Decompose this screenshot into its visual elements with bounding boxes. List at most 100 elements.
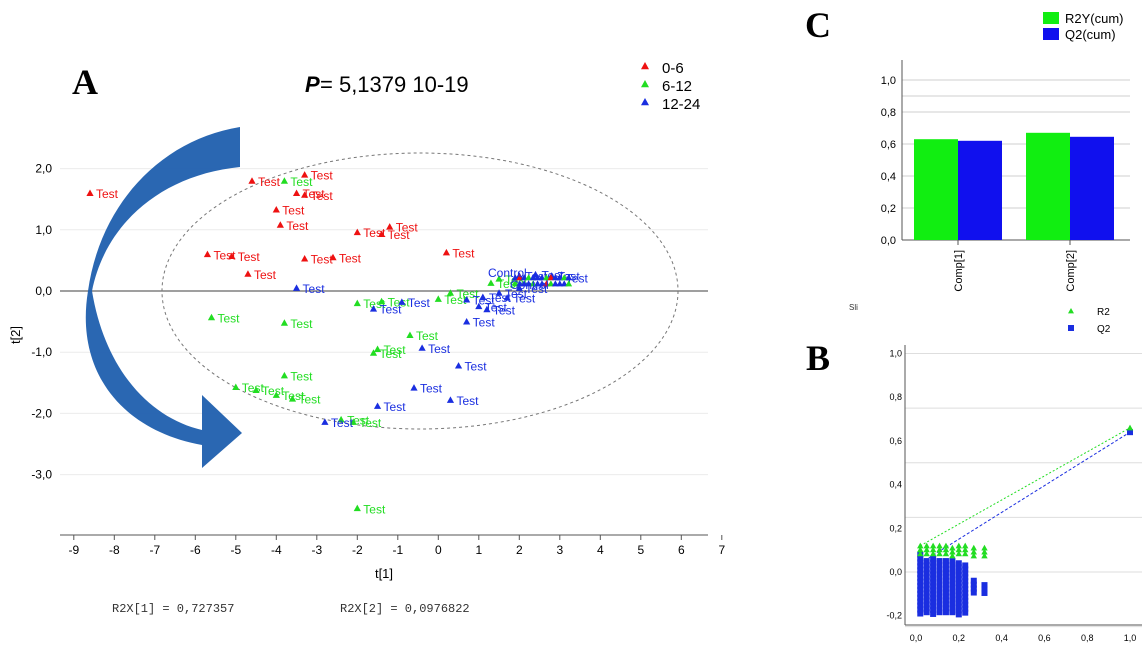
point-6-12 [487,279,495,286]
bar-R2Y(cum)-Comp[2] [1026,132,1070,240]
q2-point [942,577,949,584]
r2-point [962,546,969,553]
x-tick-label: 0,4 [995,633,1008,643]
q2-point [917,586,924,593]
q2-point [923,562,930,569]
cluster-point [551,280,559,287]
cluster-point [534,280,541,287]
q2-point [930,599,937,606]
q2-point [917,575,924,582]
point-label: Test [282,204,305,218]
q2-point [923,558,930,565]
r2-point [942,550,950,557]
point-6-12 [353,299,361,307]
y-tick-label: 0,4 [889,480,902,490]
q2-point [942,609,949,616]
q2-point [955,579,962,586]
bar-Q2(cum)-Comp[2] [1070,136,1114,240]
q2-point [955,607,962,614]
point-0-6 [228,252,236,259]
point-label: Test [218,311,241,325]
point-0-6 [301,254,309,262]
r2-point [1126,424,1134,431]
q2-point [962,570,969,577]
point-label: Test [254,268,277,282]
point-12-24 [463,318,471,325]
q2-point [942,605,949,612]
point-12-24 [321,418,329,425]
y-tick-label: 1,0 [881,75,896,87]
q2-point [955,575,962,582]
legend-label-12-24: 12-24 [662,96,700,113]
x-tick-label: -4 [271,543,282,557]
legend-marker-R2 [1068,308,1074,314]
x-tick-label: Comp[2] [1065,250,1077,292]
r2-point [929,546,937,553]
point-label: Test [493,303,516,317]
x-tick-label: 7 [718,543,725,557]
point-label: Test [444,293,467,307]
q2-point [936,558,943,565]
r2-point [955,550,962,557]
point-label: Test [363,502,386,516]
q2-point [936,581,943,588]
q2-point [923,589,930,596]
q2-point [917,563,924,570]
x-tick-label: 1,0 [1124,633,1137,643]
r2-point [929,550,937,557]
q2-point [930,610,937,617]
x-tick-label: 6 [678,543,685,557]
q2-point [962,582,969,589]
y-tick-label: 2,0 [35,162,52,176]
point-label: Test [416,329,439,343]
panel-c-y-ticks: 1,0 0,8 0,6 0,4 0,2 0,0 [881,75,896,247]
point-12-24 [503,294,511,301]
point-12-24 [373,402,382,409]
point-label: Test [408,296,431,310]
q2-point [955,587,962,594]
q2-point [917,555,924,562]
cluster-point [565,274,573,281]
legend-swatch-R2Y(cum) [1043,12,1059,24]
x-tick-label: -3 [311,543,322,557]
p-value: = 5,1379 10-19 [320,72,469,97]
point-6-12 [337,415,345,423]
q2-point [930,591,937,598]
x-axis-label: t[1] [375,566,393,581]
q2-point [949,581,956,588]
q2-point [936,601,943,608]
q2-point [942,589,949,596]
q2-point [923,581,930,588]
q2-point [936,589,943,596]
cluster-point [511,274,519,281]
point-label: Test [290,369,313,383]
q2-point [936,569,943,576]
panel-b-legend: R2 Q2 [1068,307,1111,335]
x-tick-label: Comp[1] [953,250,965,292]
q2-point [949,605,956,612]
point-label: Test [331,416,354,430]
cluster-point [543,274,550,281]
point-0-6 [276,221,284,228]
q2-point [955,591,962,598]
q2-point [962,574,969,581]
q2-point [917,598,924,605]
q2-point [923,601,930,608]
cluster-point [529,274,537,281]
cluster-point [534,274,541,281]
point-12-24 [483,305,491,313]
r2-point [936,546,943,553]
r2-point [981,544,988,551]
cluster-point [520,280,528,287]
point-label: Test [96,187,119,201]
point-label: Test [388,295,411,309]
footer-r2x2: R2X[2] = 0,0976822 [340,602,470,616]
q2-point [923,577,930,584]
cluster-point [516,274,524,281]
y-tick-label: 0,6 [881,139,896,151]
q2-point [942,585,949,592]
q2-point [949,558,956,565]
bar-Q2(cum)-Comp[1] [958,140,1002,240]
